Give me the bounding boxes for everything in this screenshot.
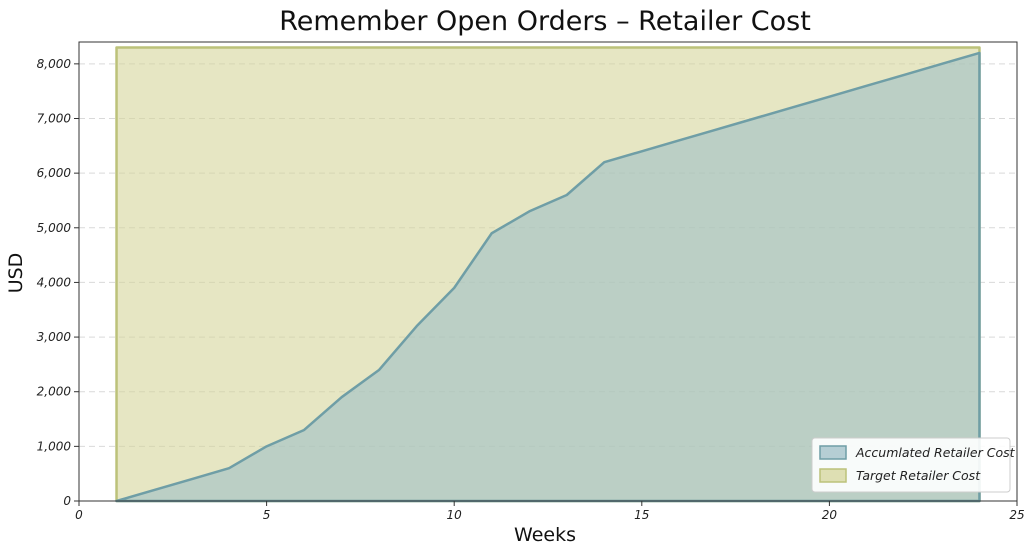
y-tick-label-7: 7,000 <box>37 112 72 126</box>
area-accumlated-retailer-cost <box>115 51 981 503</box>
legend-swatch-target-retailer-cost <box>819 468 847 483</box>
y-tick-label-1: 1,000 <box>37 439 72 453</box>
y-tick-label-0: 0 <box>63 494 71 508</box>
x-tick-label-4: 20 <box>822 508 838 522</box>
plot-area: 0 1,000 2,000 3,000 4,000 5,000 6,000 7,000 8,00… <box>37 41 1024 522</box>
legend-box <box>811 437 1011 493</box>
legend: Accumlated Retailer Cost Target Retailer … <box>811 437 1016 493</box>
y-tick-label-8: 8,000 <box>37 57 72 71</box>
y-tick-label-5: 5,000 <box>37 221 72 235</box>
y-axis-label: USD <box>5 253 27 294</box>
x-tick-label-3: 15 <box>634 508 649 522</box>
x-tick-label-0: 0 <box>75 508 83 522</box>
chart-title: Remember Open Orders – Retailer Cost <box>279 6 811 37</box>
y-tick-label-2: 2,000 <box>37 385 72 399</box>
legend-label-target-retailer-cost: Target Retailer Cost <box>856 468 981 483</box>
x-tick-label-1: 5 <box>263 508 271 522</box>
x-tick-label-5: 25 <box>1009 508 1024 522</box>
x-axis-label: Weeks <box>514 524 576 546</box>
x-tick-label-2: 10 <box>447 508 463 522</box>
y-tick-label-3: 3,000 <box>37 330 72 344</box>
y-tick-label-4: 4,000 <box>37 275 72 289</box>
y-tick-label-6: 6,000 <box>37 166 72 180</box>
axes-frame <box>78 41 1018 502</box>
legend-swatch-accumlated-retailer-cost <box>819 445 847 460</box>
legend-label-accumlated-retailer-cost: Accumlated Retailer Cost <box>855 445 1016 460</box>
